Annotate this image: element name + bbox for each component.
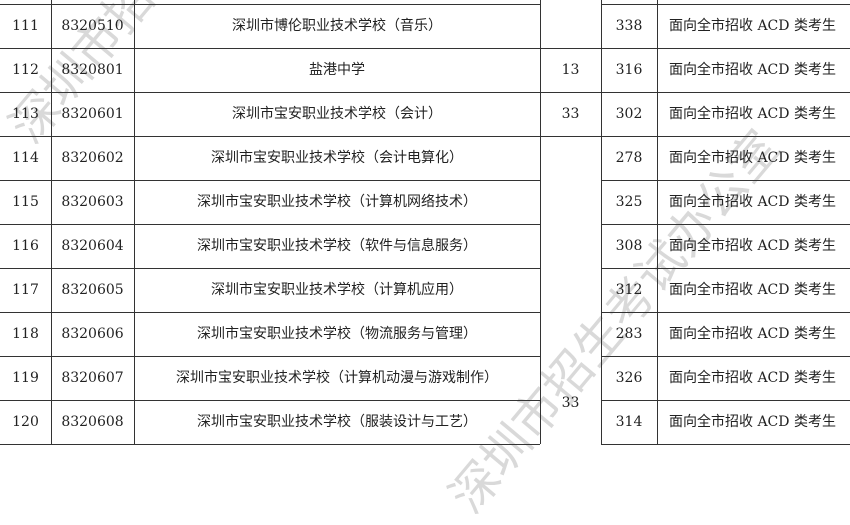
row-divider — [601, 356, 850, 357]
cell-school: 盐港中学 — [309, 62, 365, 78]
row-divider — [601, 4, 850, 5]
cell-school: 深圳市宝安职业技术学校（服装设计与工艺） — [197, 414, 477, 430]
cell-score: 312 — [615, 282, 643, 298]
cell-code: 8320602 — [61, 150, 124, 166]
cell-code: 8320605 — [61, 282, 124, 298]
cell-school: 深圳市宝安职业技术学校（计算机应用） — [211, 282, 463, 298]
cell-plan: 13 — [561, 62, 580, 78]
cell-school: 深圳市宝安职业技术学校（会计） — [232, 106, 442, 122]
cell-score: 325 — [615, 194, 643, 210]
cell-no: 118 — [12, 326, 39, 342]
cell-no: 117 — [12, 282, 39, 298]
cell-no: 119 — [12, 370, 39, 386]
row-divider — [0, 92, 850, 93]
cell-no: 116 — [12, 238, 39, 254]
cell-note: 面向全市招收 ACD 类考生 — [669, 414, 836, 430]
cell-code: 8320608 — [61, 414, 124, 430]
row-divider — [0, 224, 540, 225]
row-divider — [0, 4, 540, 5]
cell-score: 316 — [615, 62, 643, 78]
column-divider — [540, 0, 541, 444]
cell-plan: 33 — [561, 106, 580, 122]
cell-score: 308 — [615, 238, 643, 254]
cell-note: 面向全市招收 ACD 类考生 — [669, 18, 836, 34]
cell-code: 8320604 — [61, 238, 124, 254]
cell-note: 面向全市招收 ACD 类考生 — [669, 370, 836, 386]
column-divider — [51, 0, 52, 444]
row-divider — [0, 268, 540, 269]
row-divider — [0, 312, 540, 313]
cell-no: 111 — [12, 18, 39, 34]
row-divider — [601, 400, 850, 401]
cell-score: 302 — [615, 106, 643, 122]
cell-code: 8320606 — [61, 326, 124, 342]
cell-code: 8320603 — [61, 194, 124, 210]
cell-school: 深圳市宝安职业技术学校（软件与信息服务） — [197, 238, 477, 254]
cell-school: 深圳市博伦职业技术学校（音乐） — [232, 18, 442, 34]
cell-school: 深圳市宝安职业技术学校（计算机动漫与游戏制作） — [176, 370, 498, 386]
row-divider — [601, 180, 850, 181]
cell-no: 114 — [12, 150, 39, 166]
cell-note: 面向全市招收 ACD 类考生 — [669, 238, 836, 254]
cell-note: 面向全市招收 ACD 类考生 — [669, 62, 836, 78]
column-divider — [601, 0, 602, 444]
cell-code: 8320801 — [61, 62, 124, 78]
cell-school: 深圳市宝安职业技术学校（会计电算化） — [211, 150, 463, 166]
row-divider — [0, 444, 540, 445]
cell-note: 面向全市招收 ACD 类考生 — [669, 194, 836, 210]
cell-school: 深圳市宝安职业技术学校（计算机网络技术） — [197, 194, 477, 210]
cell-note: 面向全市招收 ACD 类考生 — [669, 150, 836, 166]
cell-score: 326 — [615, 370, 643, 386]
row-divider — [601, 312, 850, 313]
cell-note: 面向全市招收 ACD 类考生 — [669, 326, 836, 342]
cell-no: 113 — [12, 106, 39, 122]
column-divider — [657, 0, 658, 444]
cell-code: 8320601 — [61, 106, 124, 122]
cell-score: 314 — [615, 414, 643, 430]
row-divider — [601, 224, 850, 225]
cell-score: 338 — [615, 18, 643, 34]
cell-no: 112 — [12, 62, 39, 78]
merged-plan-cell: 33 — [561, 395, 580, 411]
cell-code: 8320510 — [61, 18, 124, 34]
cell-code: 8320607 — [61, 370, 124, 386]
row-divider — [601, 444, 850, 445]
column-divider — [134, 0, 135, 444]
cell-score: 283 — [615, 326, 643, 342]
row-divider — [601, 268, 850, 269]
row-divider — [0, 400, 540, 401]
cell-note: 面向全市招收 ACD 类考生 — [669, 106, 836, 122]
cell-no: 115 — [12, 194, 39, 210]
row-divider — [0, 136, 850, 137]
row-divider — [0, 356, 540, 357]
cell-school: 深圳市宝安职业技术学校（物流服务与管理） — [197, 326, 477, 342]
cell-no: 120 — [12, 414, 39, 430]
cell-note: 面向全市招收 ACD 类考生 — [669, 282, 836, 298]
cell-score: 278 — [615, 150, 643, 166]
row-divider — [0, 180, 540, 181]
row-divider — [0, 48, 850, 49]
